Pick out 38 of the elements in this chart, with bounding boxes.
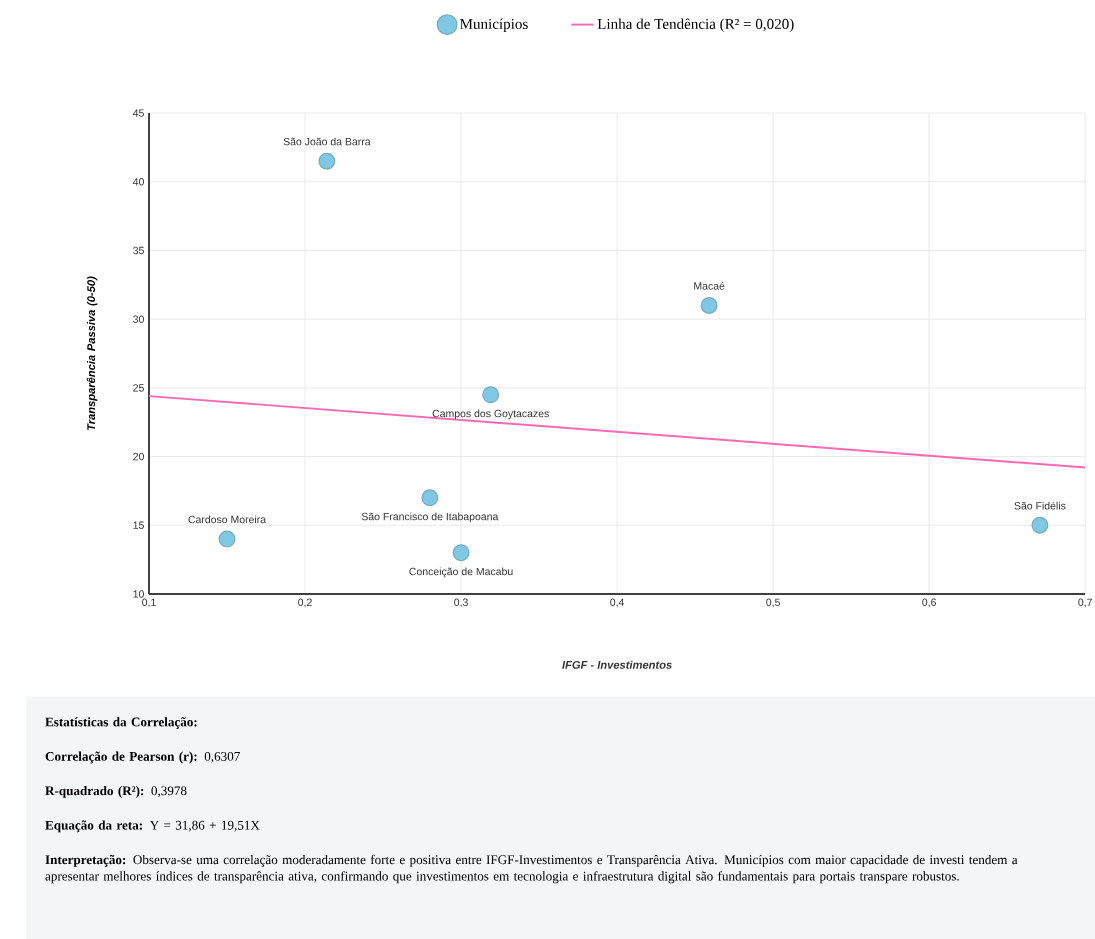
y-tick-label: 40 [132,178,144,186]
text: Estatísticas da Correlação: [45,717,197,729]
point [318,152,336,170]
annotation: Cardoso Moreira [188,515,267,524]
annotation: São João da Barra [283,137,371,146]
point [218,530,236,548]
y-axis-title: Transparência Passiva (0-50) [86,276,98,431]
x-tick-label: 0,2 [298,598,312,608]
y-tick-label: 30 [133,315,144,323]
point [421,489,439,507]
text: Correlação de Pearson (r): 0,6307 [45,751,240,764]
x-axis-title: IFGF - Investimentos [562,660,672,669]
y-tick-label: 35 [133,246,144,255]
annotation: Campos dos Goytacazes [432,409,549,420]
x-tick-label: 0,3 [454,598,468,608]
annotation: São Fidélis [1014,501,1066,510]
x-tick-label: 0,1 [142,598,156,608]
y-tick-label: 25 [133,384,144,392]
text: Equação da reta: Y = 31,86 + 19,51X [45,820,260,833]
point [700,296,718,314]
legend-label: Linha de Tendência (R² = 0,020) [597,18,794,33]
x-tick-label: 0,7 [1078,598,1092,608]
annotation: Conceição de Macabu [409,567,513,578]
x-tick-label: 0,4 [610,598,625,608]
annotation: Macaé [694,281,725,290]
y-tick-label: 15 [133,521,144,529]
point [1031,516,1049,534]
y-tick-label: 10 [133,590,144,598]
y-tick-label: 45 [132,109,144,117]
x-tick-label: 0,5 [766,598,780,608]
legend-label: Municípios [460,18,528,33]
text: Interpretação: Observa-se uma correlação moderadamente forte e positiva entre IFGF-Investimentos e Transparência Ativa. Municípios com maior capacidade de investi tendem a apresentar melhores índices de transparência ativa, confirmando que investimentos em tecnologia e infraestrutura digital são fundamentais para portais transpare robustos. [45,854,1018,884]
point [482,386,500,404]
annotation: São Francisco de Itabapoana [361,512,499,523]
point [452,544,470,562]
y-tick-label: 20 [133,452,144,461]
text: R-quadrado (R²): 0,3978 [45,785,187,798]
x-tick-label: 0,6 [922,598,936,608]
